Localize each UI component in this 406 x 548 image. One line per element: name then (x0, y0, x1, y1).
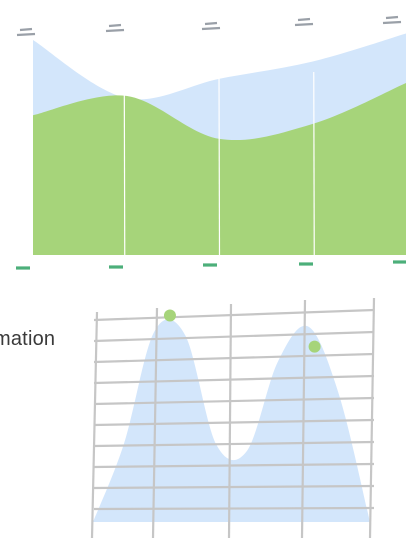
top-tick-mark (108, 23, 122, 28)
grid-line-horizontal (93, 418, 375, 427)
grid-line-horizontal (93, 330, 375, 343)
grid-line-horizontal (93, 440, 375, 448)
top-tick-mark (297, 17, 311, 22)
top-tick-mark (382, 20, 402, 25)
area-divider-line (123, 71, 126, 256)
data-point-marker (163, 309, 176, 322)
grid-line-vertical (227, 303, 233, 539)
top-tick-mark (385, 15, 399, 20)
top-tick-mark (16, 32, 36, 37)
stacked-area-chart (16, 15, 406, 270)
grid-line-horizontal (93, 396, 375, 406)
area-divider-line (313, 71, 315, 256)
grid-line-vertical (300, 299, 307, 539)
grid-line-horizontal (93, 352, 375, 364)
grid-line-horizontal (93, 308, 375, 322)
top-tick-mark (201, 26, 221, 31)
grid-line-horizontal (93, 484, 375, 490)
wave-area-series (93, 319, 370, 522)
fragment-label: mation (0, 328, 56, 350)
top-tick-mark (294, 22, 314, 27)
top-tick-mark (19, 27, 33, 32)
grid-line-horizontal (93, 506, 375, 511)
top-tick-mark (105, 28, 125, 33)
area-divider-line (218, 71, 221, 256)
grid-line-horizontal (93, 374, 375, 385)
data-point-marker (308, 340, 321, 353)
grid-line-horizontal (93, 462, 375, 469)
grid-line-vertical (368, 297, 376, 539)
top-tick-mark (204, 21, 218, 26)
